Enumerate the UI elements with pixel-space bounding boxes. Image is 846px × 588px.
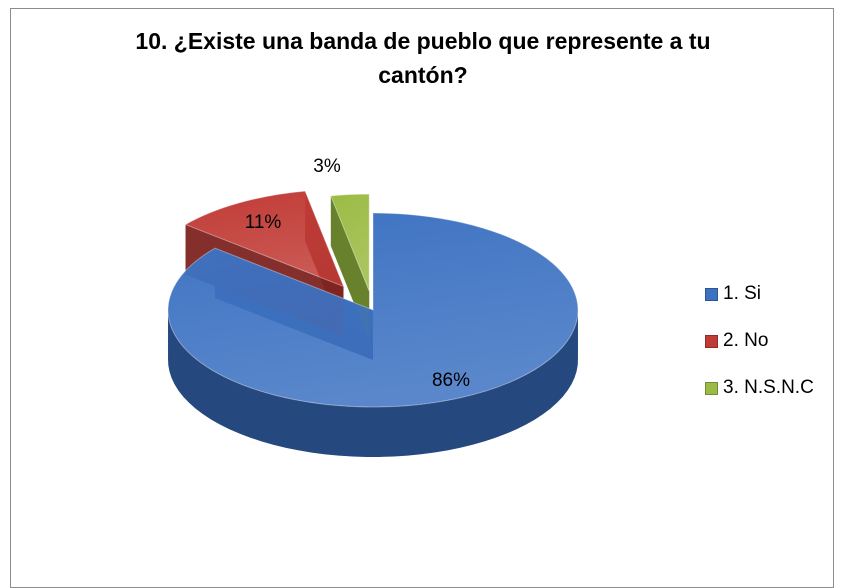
legend-item-nsnc: 3. N.S.N.C xyxy=(705,376,814,400)
legend-item-si: 1. Si xyxy=(705,282,814,306)
legend-label-nsnc: 3. N.S.N.C xyxy=(723,377,814,398)
legend-swatch-nsnc xyxy=(705,381,718,395)
pie-slice-nsnc xyxy=(330,193,370,292)
legend-label-no: 2. No xyxy=(723,330,769,351)
pie-rim-si xyxy=(168,308,578,457)
legend-swatch-si xyxy=(705,287,718,301)
legend: 1. Si 2. No 3. N.S.N.C xyxy=(705,282,814,423)
chart-title-line-2: cantón? xyxy=(378,62,468,88)
pie-slice-si xyxy=(167,212,579,408)
pie-slice-no xyxy=(184,190,345,288)
legend-label-si: 1. Si xyxy=(723,283,762,304)
data-label-si: 86% xyxy=(432,370,470,391)
chart-title-line-1: 10. ¿Existe una banda de pueblo que repr… xyxy=(135,28,711,54)
data-label-no: 11% xyxy=(245,212,282,233)
data-label-nsnc: 3% xyxy=(313,156,341,177)
chart-title: 10. ¿Existe una banda de pueblo que repr… xyxy=(0,24,846,92)
legend-swatch-no xyxy=(705,334,718,348)
legend-item-no: 2. No xyxy=(705,329,814,353)
